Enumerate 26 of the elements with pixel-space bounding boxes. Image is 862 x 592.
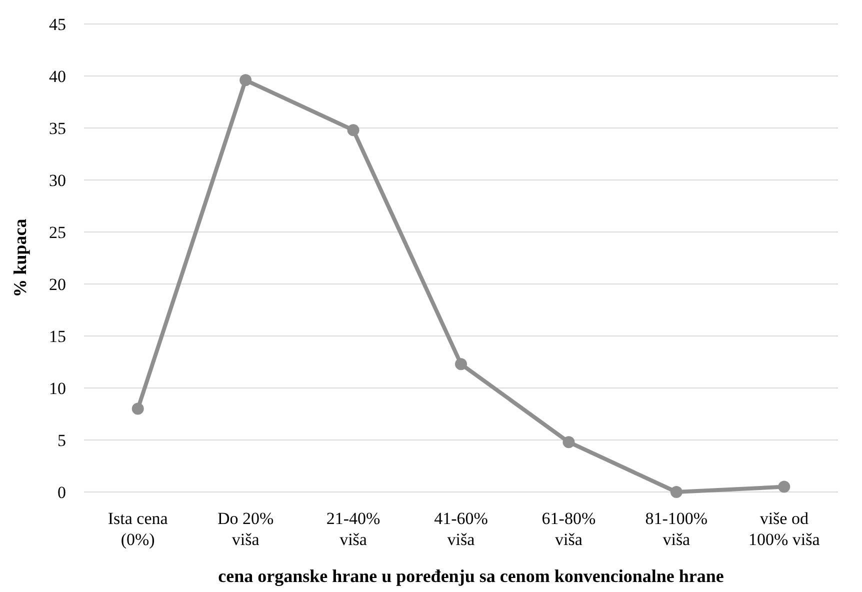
- y-tick-label: 20: [49, 274, 66, 294]
- x-tick-label: 81-100% viša: [645, 509, 708, 549]
- y-tick-label: 45: [49, 14, 66, 34]
- y-tick-label: 5: [58, 430, 66, 450]
- x-tick-label: 21-40% viša: [326, 509, 380, 549]
- x-tick-label: 41-60% viša: [434, 509, 488, 549]
- y-tick-label: 10: [49, 378, 66, 398]
- y-tick-label: 40: [49, 66, 66, 86]
- point: [240, 74, 252, 86]
- x-tick-label: 61-80% viša: [542, 509, 596, 549]
- point: [132, 402, 144, 415]
- y-tick-label: 35: [49, 118, 66, 138]
- point: [778, 480, 790, 493]
- y-tick-label: 15: [49, 326, 66, 346]
- point: [455, 358, 467, 370]
- y-tick-label: 0: [58, 482, 66, 502]
- x-axis-title: cena organske hrane u poređenju sa cenom konvencionalne hrane: [218, 566, 724, 586]
- point: [347, 124, 360, 136]
- x-tick-label: Ista cena (0%): [108, 509, 168, 549]
- point: [670, 486, 682, 498]
- point: [562, 436, 575, 448]
- y-axis-title: % kupaca: [10, 218, 30, 298]
- x-tick-label: Do 20% viša: [217, 509, 274, 549]
- x-tick-label: više od 100% viša: [748, 509, 820, 549]
- y-tick-label: 25: [49, 222, 66, 242]
- y-tick-label: 30: [49, 170, 66, 190]
